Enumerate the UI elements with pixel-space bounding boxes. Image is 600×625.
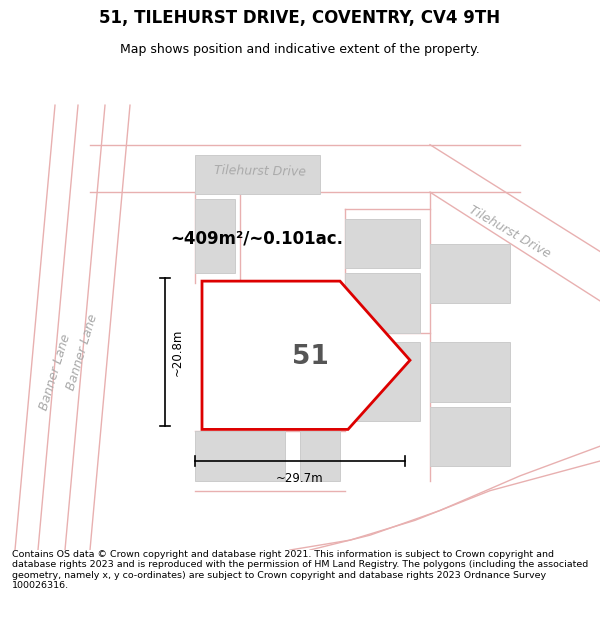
Text: Tilehurst Drive: Tilehurst Drive xyxy=(467,203,553,261)
Polygon shape xyxy=(430,342,510,402)
Text: ~20.8m: ~20.8m xyxy=(171,329,184,376)
Text: ~29.7m: ~29.7m xyxy=(276,472,324,486)
Polygon shape xyxy=(345,342,420,421)
Polygon shape xyxy=(430,407,510,466)
Polygon shape xyxy=(195,199,235,273)
Text: Banner Lane: Banner Lane xyxy=(37,332,73,412)
Polygon shape xyxy=(195,431,285,481)
Polygon shape xyxy=(345,219,420,268)
Polygon shape xyxy=(202,281,410,429)
Polygon shape xyxy=(345,273,420,332)
Polygon shape xyxy=(195,154,320,194)
Text: 51, TILEHURST DRIVE, COVENTRY, CV4 9TH: 51, TILEHURST DRIVE, COVENTRY, CV4 9TH xyxy=(100,9,500,28)
Polygon shape xyxy=(430,244,510,303)
Text: Map shows position and indicative extent of the property.: Map shows position and indicative extent… xyxy=(120,42,480,56)
Text: Banner Lane: Banner Lane xyxy=(64,312,100,392)
Text: ~409m²/~0.101ac.: ~409m²/~0.101ac. xyxy=(170,229,343,248)
Polygon shape xyxy=(300,431,340,481)
Text: 51: 51 xyxy=(292,344,328,370)
Text: Tilehurst Drive: Tilehurst Drive xyxy=(214,164,306,179)
Text: Contains OS data © Crown copyright and database right 2021. This information is : Contains OS data © Crown copyright and d… xyxy=(12,550,588,590)
